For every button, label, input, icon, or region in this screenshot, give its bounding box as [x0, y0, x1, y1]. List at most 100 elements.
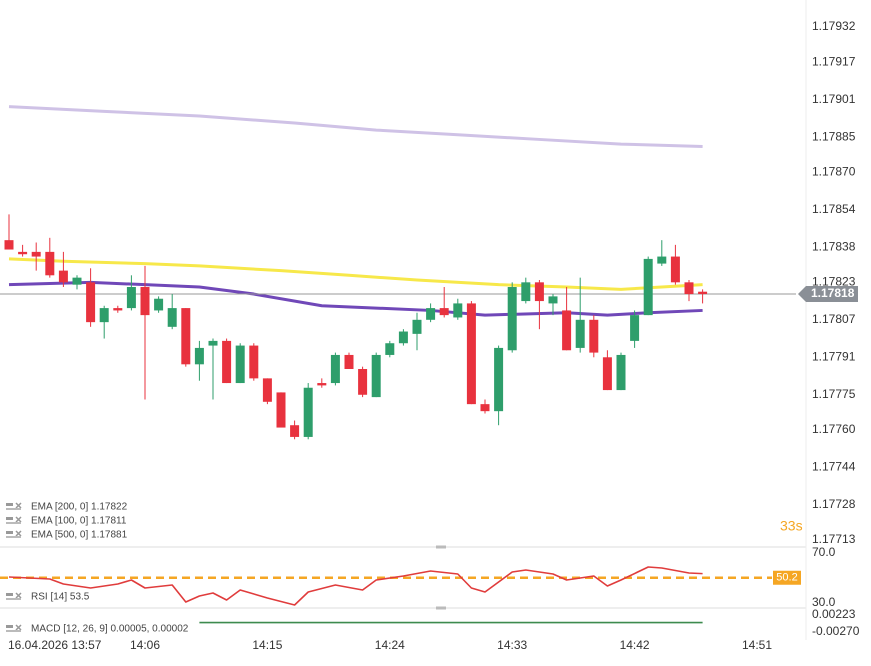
y-tick-label: 1.17901 — [812, 92, 856, 106]
reference-box — [773, 570, 801, 585]
candle-body — [589, 319, 599, 353]
y-tick-label: 0.00223 — [812, 607, 856, 621]
x-tick-label: 14:15 — [252, 638, 282, 652]
x-tick-label: 14:42 — [620, 638, 650, 652]
legend-icon[interactable] — [6, 517, 13, 520]
legend-icon[interactable] — [6, 522, 21, 524]
x-tick-label: 16.04.2026 13:57 — [8, 638, 102, 652]
y-tick-label: 1.17791 — [812, 349, 856, 363]
legend-icon[interactable] — [6, 508, 21, 510]
candle-body — [140, 287, 150, 316]
candle-body — [684, 282, 694, 295]
legend-icon[interactable] — [6, 531, 13, 534]
legend-entry: EMA [100, 0] 1.17811 — [31, 516, 127, 527]
legend-icon[interactable] — [6, 503, 13, 506]
candle-body — [4, 240, 14, 250]
candle-body — [276, 392, 286, 428]
candle-body — [412, 319, 422, 334]
candle-body — [426, 308, 436, 320]
candle-body — [521, 282, 531, 302]
candle-body — [222, 340, 232, 384]
candle-body — [575, 319, 585, 348]
y-tick-label: 1.17760 — [812, 422, 856, 436]
candle-body — [317, 383, 327, 386]
x-tick-label: 14:51 — [742, 638, 772, 652]
panel-resize-handle[interactable] — [436, 545, 446, 549]
x-tick-label: 14:06 — [130, 638, 160, 652]
candle-body — [466, 303, 476, 405]
candle-body — [439, 308, 449, 316]
candle-body — [453, 303, 463, 318]
candle-body — [126, 287, 136, 309]
legend-entry: MACD [12, 26, 9] 0.00005, 0.00002 — [31, 624, 189, 635]
indicator-line — [8, 257, 703, 291]
legend-entry: EMA [500, 0] 1.17881 — [31, 530, 128, 541]
reference-label: 50.2 — [776, 572, 797, 584]
y-tick-label: 1.17870 — [812, 164, 856, 178]
candle-body — [602, 357, 612, 391]
candle-body — [616, 354, 626, 391]
y-tick-label: 1.17807 — [812, 312, 856, 326]
candle-body — [344, 354, 354, 369]
candle-body — [303, 387, 313, 437]
y-tick-label: 1.17728 — [812, 497, 856, 511]
candle-body — [670, 256, 680, 283]
candle-body — [630, 315, 640, 341]
legend-icon[interactable] — [6, 630, 21, 632]
legend-icon[interactable] — [15, 502, 22, 509]
panel-resize-handle[interactable] — [436, 606, 446, 610]
legend-icon[interactable] — [15, 592, 22, 599]
candle-body — [398, 331, 408, 344]
candle-body — [154, 298, 164, 311]
candle-countdown: 33s — [780, 518, 803, 534]
y-tick-label: 1.17713 — [812, 532, 856, 546]
candle-body — [385, 343, 395, 355]
candle-body — [181, 308, 191, 365]
legend-icon[interactable] — [15, 624, 22, 631]
indicator-line — [8, 105, 703, 148]
candle-body — [99, 308, 109, 323]
candle-body — [507, 287, 517, 351]
legend-icon[interactable] — [6, 625, 13, 628]
candle-body — [18, 251, 28, 255]
candle-body — [194, 347, 204, 365]
candle-body — [235, 345, 245, 384]
legend-icon[interactable] — [6, 536, 21, 538]
candle-body — [86, 282, 96, 323]
y-tick-label: 1.17917 — [812, 54, 856, 68]
y-tick-label: 1.17744 — [812, 460, 856, 474]
legend-icon[interactable] — [6, 598, 21, 600]
legend-icon[interactable] — [6, 593, 13, 596]
candle-body — [208, 340, 218, 346]
y-tick-label: 30.0 — [812, 595, 836, 609]
candle-body — [698, 291, 708, 295]
last-price-box — [798, 286, 858, 303]
x-tick-label: 14:33 — [497, 638, 527, 652]
candle-body — [262, 378, 272, 402]
candle-body — [72, 277, 82, 285]
candle-body — [58, 270, 68, 283]
candle-body — [534, 282, 544, 302]
indicator-line — [8, 566, 703, 606]
candle-body — [494, 347, 504, 412]
candle-body — [249, 345, 259, 379]
candle-body — [31, 251, 41, 257]
y-tick-label: 1.17775 — [812, 387, 856, 401]
y-tick-label: 1.17854 — [812, 202, 856, 216]
last-price-label: 1.17818 — [811, 286, 855, 300]
legend-icon[interactable] — [15, 530, 22, 537]
legend-icon[interactable] — [15, 516, 22, 523]
candle-body — [330, 354, 340, 384]
candle-body — [657, 256, 667, 264]
candle-body — [548, 296, 558, 304]
legend-entry: RSI [14] 53.5 — [31, 592, 90, 603]
candle-body — [643, 258, 653, 316]
y-tick-label: 70.0 — [812, 545, 836, 559]
candle-body — [290, 425, 300, 437]
y-tick-label: 1.17932 — [812, 19, 856, 33]
legend-entry: EMA [200, 0] 1.17822 — [31, 502, 128, 513]
x-tick-label: 14:24 — [375, 638, 405, 652]
y-tick-label: 1.17823 — [812, 275, 856, 289]
